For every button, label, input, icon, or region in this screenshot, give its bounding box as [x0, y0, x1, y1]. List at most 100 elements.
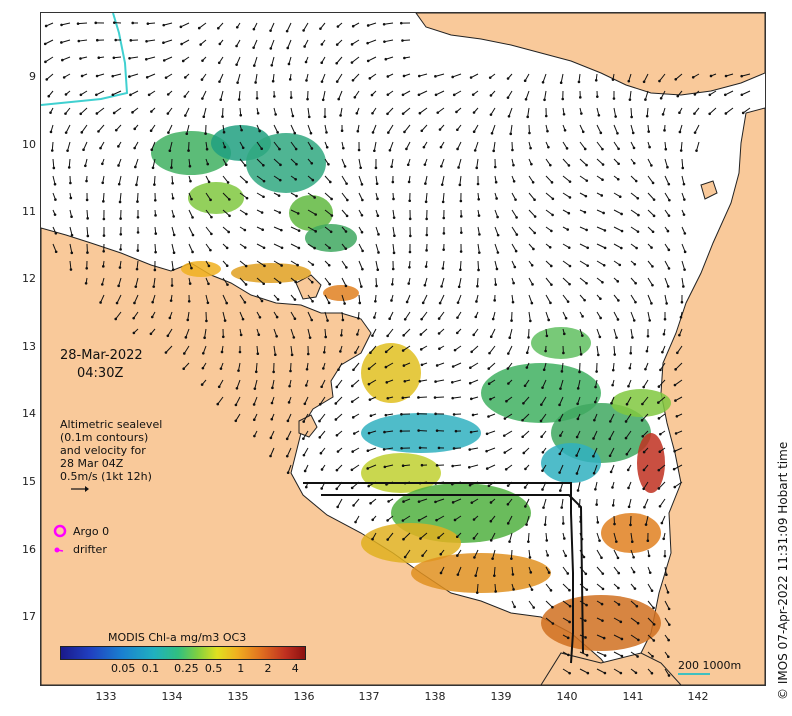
velocity-arrow-head [419, 348, 423, 351]
info-line: and velocity for [60, 444, 146, 457]
velocity-arrow-head [153, 198, 157, 202]
velocity-arrow [434, 396, 445, 399]
velocity-arrow [303, 22, 309, 31]
velocity-arrow [205, 209, 212, 218]
velocity-arrow [742, 107, 751, 114]
velocity-arrow-head [585, 163, 588, 167]
velocity-arrow-head [599, 316, 602, 320]
velocity-arrow-head [206, 162, 210, 166]
velocity-arrow-head [511, 300, 515, 304]
velocity-arrow-head [294, 280, 297, 284]
velocity-arrow-head [560, 370, 564, 373]
velocity-arrow-head [207, 180, 211, 184]
velocity-arrow-head [286, 46, 290, 50]
velocity-arrow-head [581, 130, 585, 134]
velocity-arrow-head [661, 113, 665, 116]
velocity-arrow-head [152, 285, 156, 288]
velocity-arrow [694, 124, 700, 133]
velocity-arrow-head [585, 603, 588, 607]
velocity-arrow [222, 277, 228, 285]
velocity-arrow [559, 464, 564, 473]
velocity-arrow-head [70, 215, 73, 219]
velocity-arrow-head [635, 246, 638, 250]
velocity-arrow-head [614, 115, 617, 118]
velocity-arrow-head [270, 63, 274, 67]
velocity-arrow-head [663, 554, 667, 558]
velocity-arrow-head [650, 589, 654, 593]
velocity-arrow-head [117, 145, 120, 148]
velocity-arrow-head [135, 183, 138, 187]
velocity-arrow [664, 277, 669, 287]
velocity-arrow-head [409, 234, 412, 238]
velocity-arrow-head [304, 485, 308, 489]
velocity-arrow [255, 73, 258, 83]
velocity-arrow-head [237, 98, 241, 101]
velocity-arrow-head [667, 638, 670, 642]
velocity-arrow-head [327, 162, 330, 166]
velocity-arrow-head [258, 315, 262, 319]
map-frame[interactable] [40, 12, 766, 686]
velocity-arrow-head [255, 96, 259, 100]
velocity-arrow-head [586, 671, 590, 675]
velocity-arrow-head [207, 264, 211, 268]
velocity-arrow-head [543, 98, 546, 102]
argo-icon [53, 524, 67, 538]
velocity-arrow-head [360, 230, 364, 234]
velocity-arrow-head [472, 111, 476, 114]
velocity-arrow-head [391, 180, 395, 184]
velocity-arrow-head [525, 523, 528, 526]
velocity-arrow [324, 328, 327, 338]
velocity-arrow [559, 396, 564, 406]
velocity-arrow-head [97, 130, 100, 133]
velocity-arrow [647, 277, 653, 286]
lat-label-13: 13 [22, 340, 36, 353]
velocity-arrow [613, 515, 616, 525]
velocity-arrow-head [403, 317, 407, 321]
velocity-arrow [629, 515, 632, 525]
velocity-arrow-head [674, 368, 677, 371]
velocity-arrow [658, 396, 666, 403]
velocity-arrow-head [149, 332, 153, 336]
velocity-arrow-head [64, 131, 68, 134]
velocity-arrow-head [304, 384, 308, 387]
velocity-arrow-head [390, 165, 393, 168]
velocity-arrow-head [601, 572, 605, 575]
velocity-arrow-head [367, 367, 371, 371]
velocity-arrow-head [269, 47, 273, 50]
chlorophyll-patch [361, 523, 461, 563]
velocity-arrow-head [218, 80, 221, 83]
velocity-arrow-head [632, 161, 636, 165]
velocity-arrow [486, 430, 496, 435]
velocity-arrow [387, 107, 394, 115]
velocity-arrow-head [645, 114, 649, 118]
velocity-arrow-head [386, 112, 389, 116]
velocity-arrow [579, 141, 586, 150]
velocity-arrow [664, 617, 670, 625]
velocity-arrow-head [439, 571, 443, 575]
velocity-arrow-head [434, 75, 437, 78]
velocity-arrow [458, 277, 462, 287]
velocity-arrow [171, 226, 175, 236]
velocity-arrow-head [680, 300, 684, 304]
velocity-arrow [545, 600, 553, 608]
velocity-arrow-head [441, 267, 445, 270]
velocity-arrow-head [254, 370, 258, 374]
velocity-arrow-head [401, 112, 405, 115]
velocity-arrow-head [682, 285, 685, 288]
velocity-arrow-head [660, 521, 664, 525]
velocity-arrow-head [603, 229, 607, 232]
velocity-arrow-head [271, 79, 275, 83]
velocity-arrow [183, 345, 190, 354]
velocity-arrow-head [617, 571, 621, 575]
velocity-arrow-head [630, 540, 634, 544]
velocity-arrow-head [191, 250, 194, 254]
velocity-arrow [659, 73, 666, 82]
velocity-arrow-head [514, 198, 517, 201]
velocity-arrow-head [678, 111, 681, 115]
velocity-arrow-head [392, 251, 396, 255]
velocity-arrow-head [256, 111, 260, 115]
velocity-arrow-head [388, 148, 392, 152]
velocity-arrow [675, 73, 683, 80]
velocity-arrow-head [673, 449, 676, 453]
velocity-arrow-head [549, 163, 552, 167]
